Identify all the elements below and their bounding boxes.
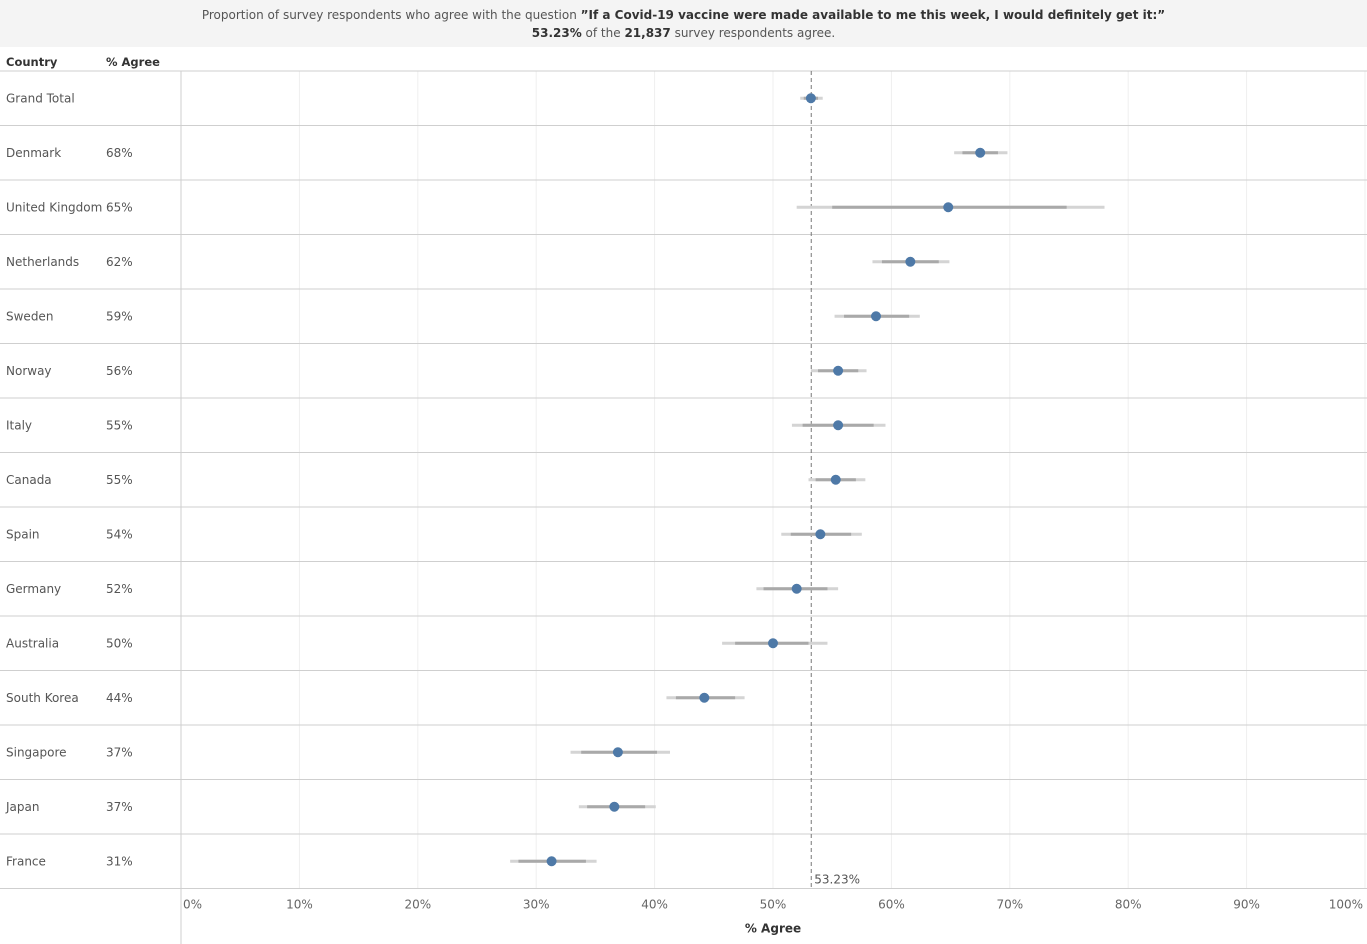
column-header-agree: % Agree (106, 55, 160, 69)
x-tick-label: 10% (286, 898, 313, 912)
country-label: Canada (6, 473, 52, 487)
x-tick-label: 90% (1233, 898, 1260, 912)
summary-mid: of the (581, 26, 625, 40)
percent-label: 50% (106, 636, 133, 650)
summary-count: 21,837 (624, 26, 671, 40)
percent-label: 62% (106, 255, 133, 269)
x-tick-label: 70% (996, 898, 1023, 912)
summary-pct: 53.23% (531, 26, 582, 40)
x-axis-title: % Agree (745, 922, 801, 936)
data-point (815, 529, 826, 540)
country-label: Sweden (6, 309, 53, 323)
question-text: ”If a Covid-19 vaccine were made availab… (580, 8, 1166, 22)
title-band: Proportion of survey respondents who agr… (0, 0, 1367, 47)
data-point (975, 147, 986, 158)
x-tick-label: 40% (641, 898, 668, 912)
data-point (833, 365, 844, 376)
country-label: Denmark (6, 146, 61, 160)
percent-label: 31% (106, 854, 133, 868)
summary-suffix: survey respondents agree. (670, 26, 836, 40)
reference-line-label: 53.23% (814, 873, 860, 887)
chart-subtitle: 53.23% of the 21,837 survey respondents … (0, 26, 1367, 40)
country-label: Japan (5, 800, 39, 814)
x-tick-label: 60% (878, 898, 905, 912)
data-point (871, 311, 882, 322)
percent-label: 37% (106, 800, 133, 814)
percent-label: 56% (106, 364, 133, 378)
x-tick-label: 0% (183, 898, 202, 912)
country-label: Australia (6, 636, 59, 650)
x-tick-label: 20% (404, 898, 431, 912)
percent-label: 68% (106, 146, 133, 160)
country-label: Singapore (6, 745, 67, 759)
column-header-country: Country (6, 55, 58, 69)
question-prefix: Proportion of survey respondents who agr… (201, 8, 581, 22)
country-label: South Korea (6, 691, 79, 705)
percent-label: 52% (106, 582, 133, 596)
data-point (609, 801, 620, 812)
data-point (612, 747, 623, 758)
country-label: France (6, 854, 46, 868)
country-label: Italy (6, 418, 32, 432)
percent-label: 44% (106, 691, 133, 705)
percent-label: 55% (106, 473, 133, 487)
x-tick-label: 100% (1329, 898, 1363, 912)
percent-label: 65% (106, 200, 133, 214)
data-point (699, 692, 710, 703)
data-point (805, 93, 816, 104)
data-point (546, 856, 557, 867)
country-label: Grand Total (6, 91, 75, 105)
x-tick-label: 80% (1115, 898, 1142, 912)
data-point (833, 420, 844, 431)
data-point (791, 583, 802, 594)
country-label: Netherlands (6, 255, 79, 269)
country-label: Spain (6, 527, 40, 541)
data-point (943, 202, 954, 213)
percent-label: 59% (106, 309, 133, 323)
x-tick-label: 30% (523, 898, 550, 912)
country-label: Germany (6, 582, 61, 596)
country-label: United Kingdom (6, 200, 102, 214)
chart-title: Proportion of survey respondents who agr… (0, 8, 1367, 22)
data-point (905, 256, 916, 267)
percent-label: 37% (106, 745, 133, 759)
data-point (768, 638, 778, 649)
percent-label: 54% (106, 527, 133, 541)
data-point (830, 474, 841, 485)
country-label: Norway (6, 364, 52, 378)
percent-label: 55% (106, 418, 133, 432)
x-tick-label: 50% (760, 898, 787, 912)
